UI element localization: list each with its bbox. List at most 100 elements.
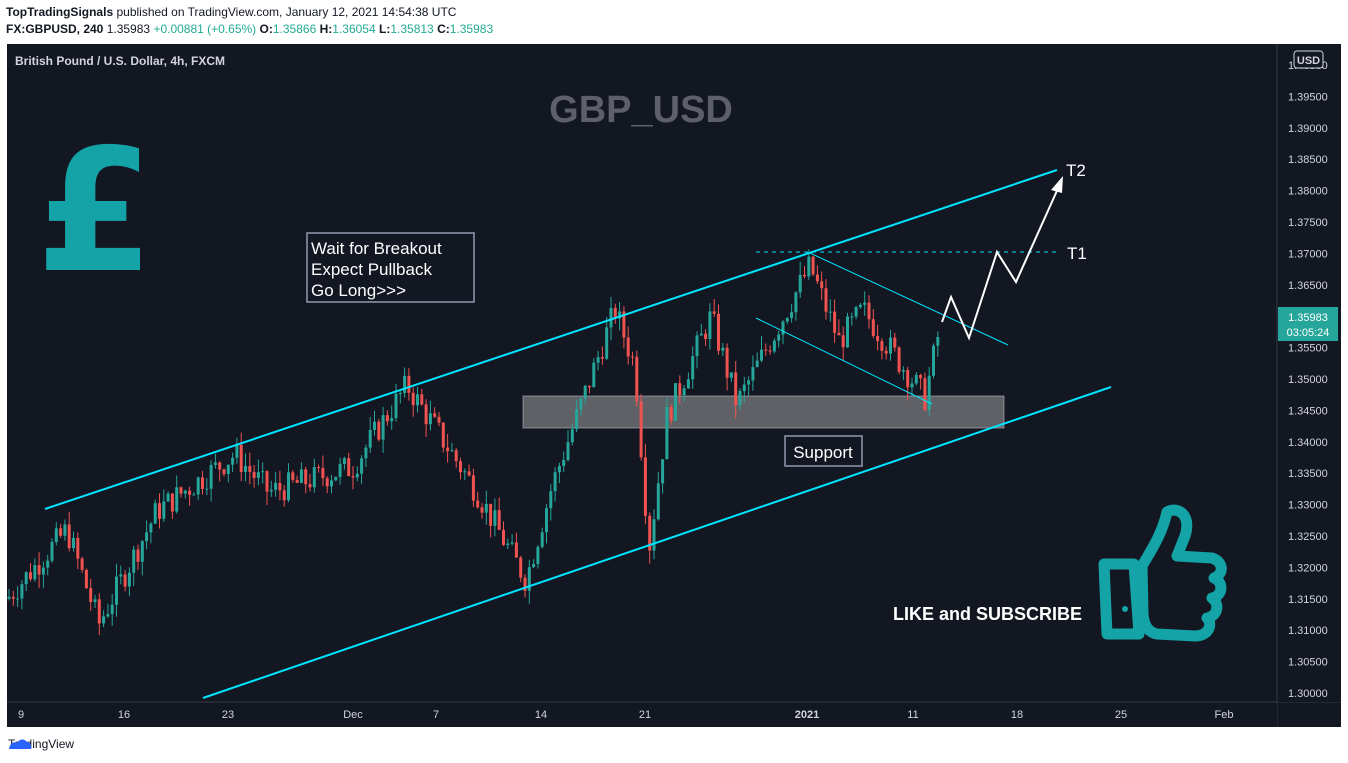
candle-body — [910, 383, 914, 388]
candle-body — [467, 471, 471, 476]
y-tick-label: 1.37000 — [1288, 248, 1328, 260]
y-tick-label: 1.32500 — [1288, 531, 1328, 543]
candle-body — [403, 375, 407, 393]
candle-body — [381, 415, 385, 440]
channel-lower-line[interactable] — [202, 386, 1112, 699]
candle-body — [312, 466, 316, 488]
candle-body — [854, 307, 858, 317]
candle-body — [420, 394, 424, 405]
candle-body — [798, 274, 802, 293]
candle-body — [785, 318, 789, 322]
ohlc-header: FX:GBPUSD, 240 1.35983 +0.00881 (+0.65%)… — [6, 22, 493, 36]
candle-body — [162, 501, 166, 519]
candle-body — [523, 577, 527, 591]
candle-body — [54, 528, 58, 543]
candle-body — [166, 493, 170, 502]
y-tick-label: 1.39000 — [1288, 123, 1328, 135]
y-tick-label: 1.35500 — [1288, 343, 1328, 355]
candle-body — [351, 476, 355, 478]
cta-text: LIKE and SUBSCRIBE — [893, 604, 1082, 624]
candle-body — [308, 484, 312, 488]
chart-area[interactable]: 1.400001.395001.390001.385001.380001.375… — [7, 44, 1341, 727]
x-tick-label: 23 — [222, 709, 234, 721]
candle-body — [72, 537, 75, 549]
candle-body — [46, 560, 50, 568]
candle-body — [110, 604, 114, 615]
last-price: 1.35983 — [106, 22, 151, 36]
candle-body — [583, 385, 587, 399]
candle-body — [7, 596, 11, 599]
candle-body — [192, 494, 196, 496]
candle-body — [261, 471, 265, 473]
currency-badge[interactable]: USD — [1293, 50, 1324, 69]
candle-body — [708, 311, 712, 339]
candle-body — [209, 464, 213, 489]
candle-body — [347, 458, 351, 477]
candle-body — [334, 476, 338, 481]
candle-body — [729, 372, 733, 378]
candle-body — [338, 463, 342, 477]
time-axis[interactable] — [7, 703, 1277, 727]
candle-body — [828, 311, 832, 313]
candle-body — [196, 477, 200, 495]
candle-body — [437, 416, 441, 423]
price-axis[interactable] — [1278, 44, 1341, 702]
close-value: 1.35983 — [449, 22, 494, 36]
y-tick-label: 1.36500 — [1288, 280, 1328, 292]
candle-body — [803, 274, 806, 277]
candle-body — [235, 444, 239, 458]
flag-lower-line[interactable] — [755, 317, 933, 405]
candle-body — [140, 541, 144, 562]
channel-upper-line[interactable] — [44, 169, 1058, 510]
candle-body — [635, 356, 639, 402]
y-tick-label: 1.32000 — [1288, 562, 1328, 574]
annotation-box[interactable]: Wait for Breakout Expect Pullback Go Lon… — [306, 232, 475, 303]
candle-body — [777, 334, 781, 341]
candle-body — [476, 500, 480, 508]
support-zone[interactable] — [522, 395, 1005, 429]
candle-body — [656, 483, 660, 520]
candle-body — [545, 508, 548, 533]
candle-body — [699, 333, 703, 336]
y-tick-label: 1.30000 — [1288, 688, 1328, 700]
candle-body — [201, 477, 204, 489]
candle-body — [330, 480, 333, 487]
y-tick-label: 1.38500 — [1288, 154, 1328, 166]
thumbs-up-icon[interactable] — [1098, 504, 1227, 642]
candle-body — [407, 375, 411, 393]
candle-body — [424, 404, 428, 425]
support-label-box[interactable]: Support — [784, 435, 863, 467]
candle-body — [506, 543, 510, 545]
footer-brand[interactable]: TradingView — [8, 737, 74, 751]
candle-body — [665, 406, 669, 460]
candle-body — [20, 584, 24, 599]
t1-label: T1 — [1067, 244, 1087, 263]
candle-body — [734, 372, 738, 405]
candle-body — [480, 507, 484, 513]
candle-body — [596, 357, 600, 363]
y-tick-label: 1.34000 — [1288, 437, 1328, 449]
candle-body — [626, 337, 630, 357]
candle-body — [41, 567, 45, 575]
candle-body — [695, 335, 699, 357]
y-tick-label: 1.35000 — [1288, 374, 1328, 386]
candle-body — [256, 472, 260, 478]
candle-body — [575, 409, 579, 430]
flag-upper-line[interactable] — [809, 252, 1009, 346]
candle-body — [50, 542, 54, 561]
low-value: 1.35813 — [390, 22, 434, 36]
candle-body — [923, 378, 927, 410]
candle-body — [751, 366, 755, 381]
projection-path[interactable] — [941, 183, 1061, 341]
y-tick-label: 1.33500 — [1288, 468, 1328, 480]
publish-header: TopTradingSignals published on TradingVi… — [6, 5, 456, 19]
candle-body — [59, 528, 63, 536]
candle-body — [441, 422, 445, 448]
candle-body — [84, 569, 88, 589]
author-name[interactable]: TopTradingSignals — [6, 5, 114, 19]
candle-body — [188, 490, 192, 495]
candle-body — [489, 503, 493, 526]
candle-body — [622, 311, 626, 338]
candle-body — [631, 356, 634, 358]
chart-svg[interactable]: 1.400001.395001.390001.385001.380001.375… — [7, 44, 1341, 727]
